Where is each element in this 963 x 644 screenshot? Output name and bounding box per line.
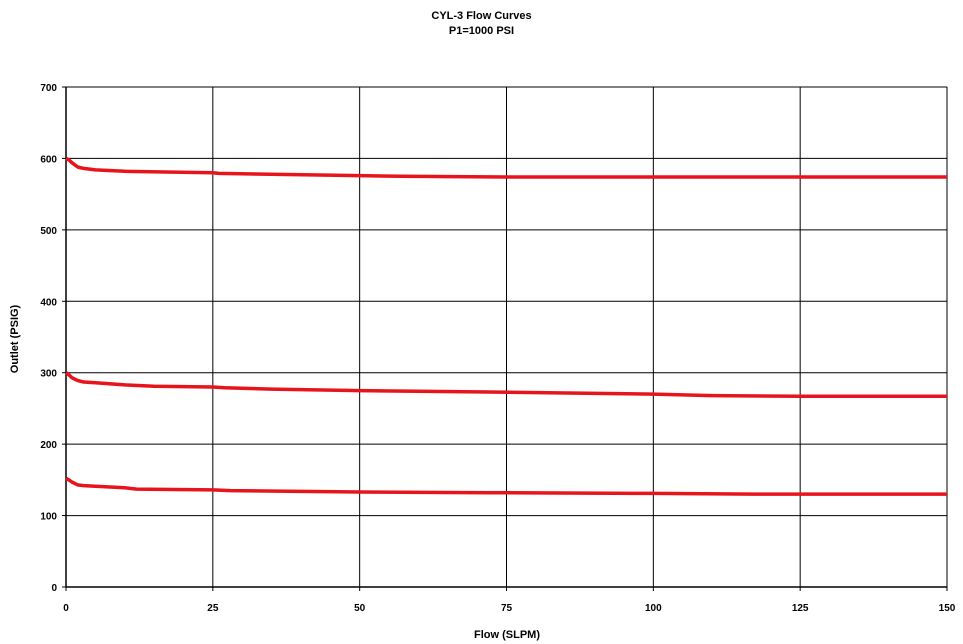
series-line-3 [65,476,947,496]
series-group [64,156,947,496]
x-tick-label-50: 50 [354,603,366,614]
chart-title: CYL-3 Flow Curves [431,10,532,22]
chart-subtitle: P1=1000 PSI [448,25,515,37]
y-tick-label-100: 100 [40,512,57,523]
y-tick-label-200: 200 [40,440,57,451]
series-line-2 [64,371,947,399]
x-tick-label-0: 0 [63,603,69,614]
x-tick-label-100: 100 [645,603,662,614]
y-axis-title: Outlet (PSIG) [9,304,21,373]
x-tick-label-125: 125 [792,603,809,614]
x-tick-label-75: 75 [501,603,513,614]
chart-title-block: CYL-3 Flow Curves P1=1000 PSI [0,9,963,39]
x-axis-title: Flow (SLPM) [474,629,540,641]
axes [62,86,948,591]
x-tick-label-25: 25 [207,603,219,614]
tick-labels: 0 100 200 300 400 500 600 700 0 25 50 75 100 125 150 [40,83,955,614]
y-tick-label-700: 700 [40,83,57,94]
series-line-1 [65,156,947,179]
y-tick-label-400: 400 [40,297,57,308]
y-tick-label-600: 600 [40,154,57,165]
y-tick-label-300: 300 [40,369,57,380]
gridlines [66,86,948,587]
x-tick-label-150: 150 [939,603,956,614]
y-tick-label-0: 0 [51,583,57,594]
y-tick-label-500: 500 [40,226,57,237]
